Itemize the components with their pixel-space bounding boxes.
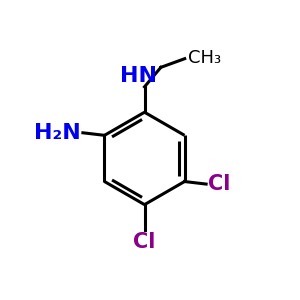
Text: H₂N: H₂N xyxy=(34,123,81,143)
Text: Cl: Cl xyxy=(208,174,231,194)
Text: Cl: Cl xyxy=(133,232,156,252)
Text: HN: HN xyxy=(120,66,157,86)
Text: CH₃: CH₃ xyxy=(188,49,221,67)
